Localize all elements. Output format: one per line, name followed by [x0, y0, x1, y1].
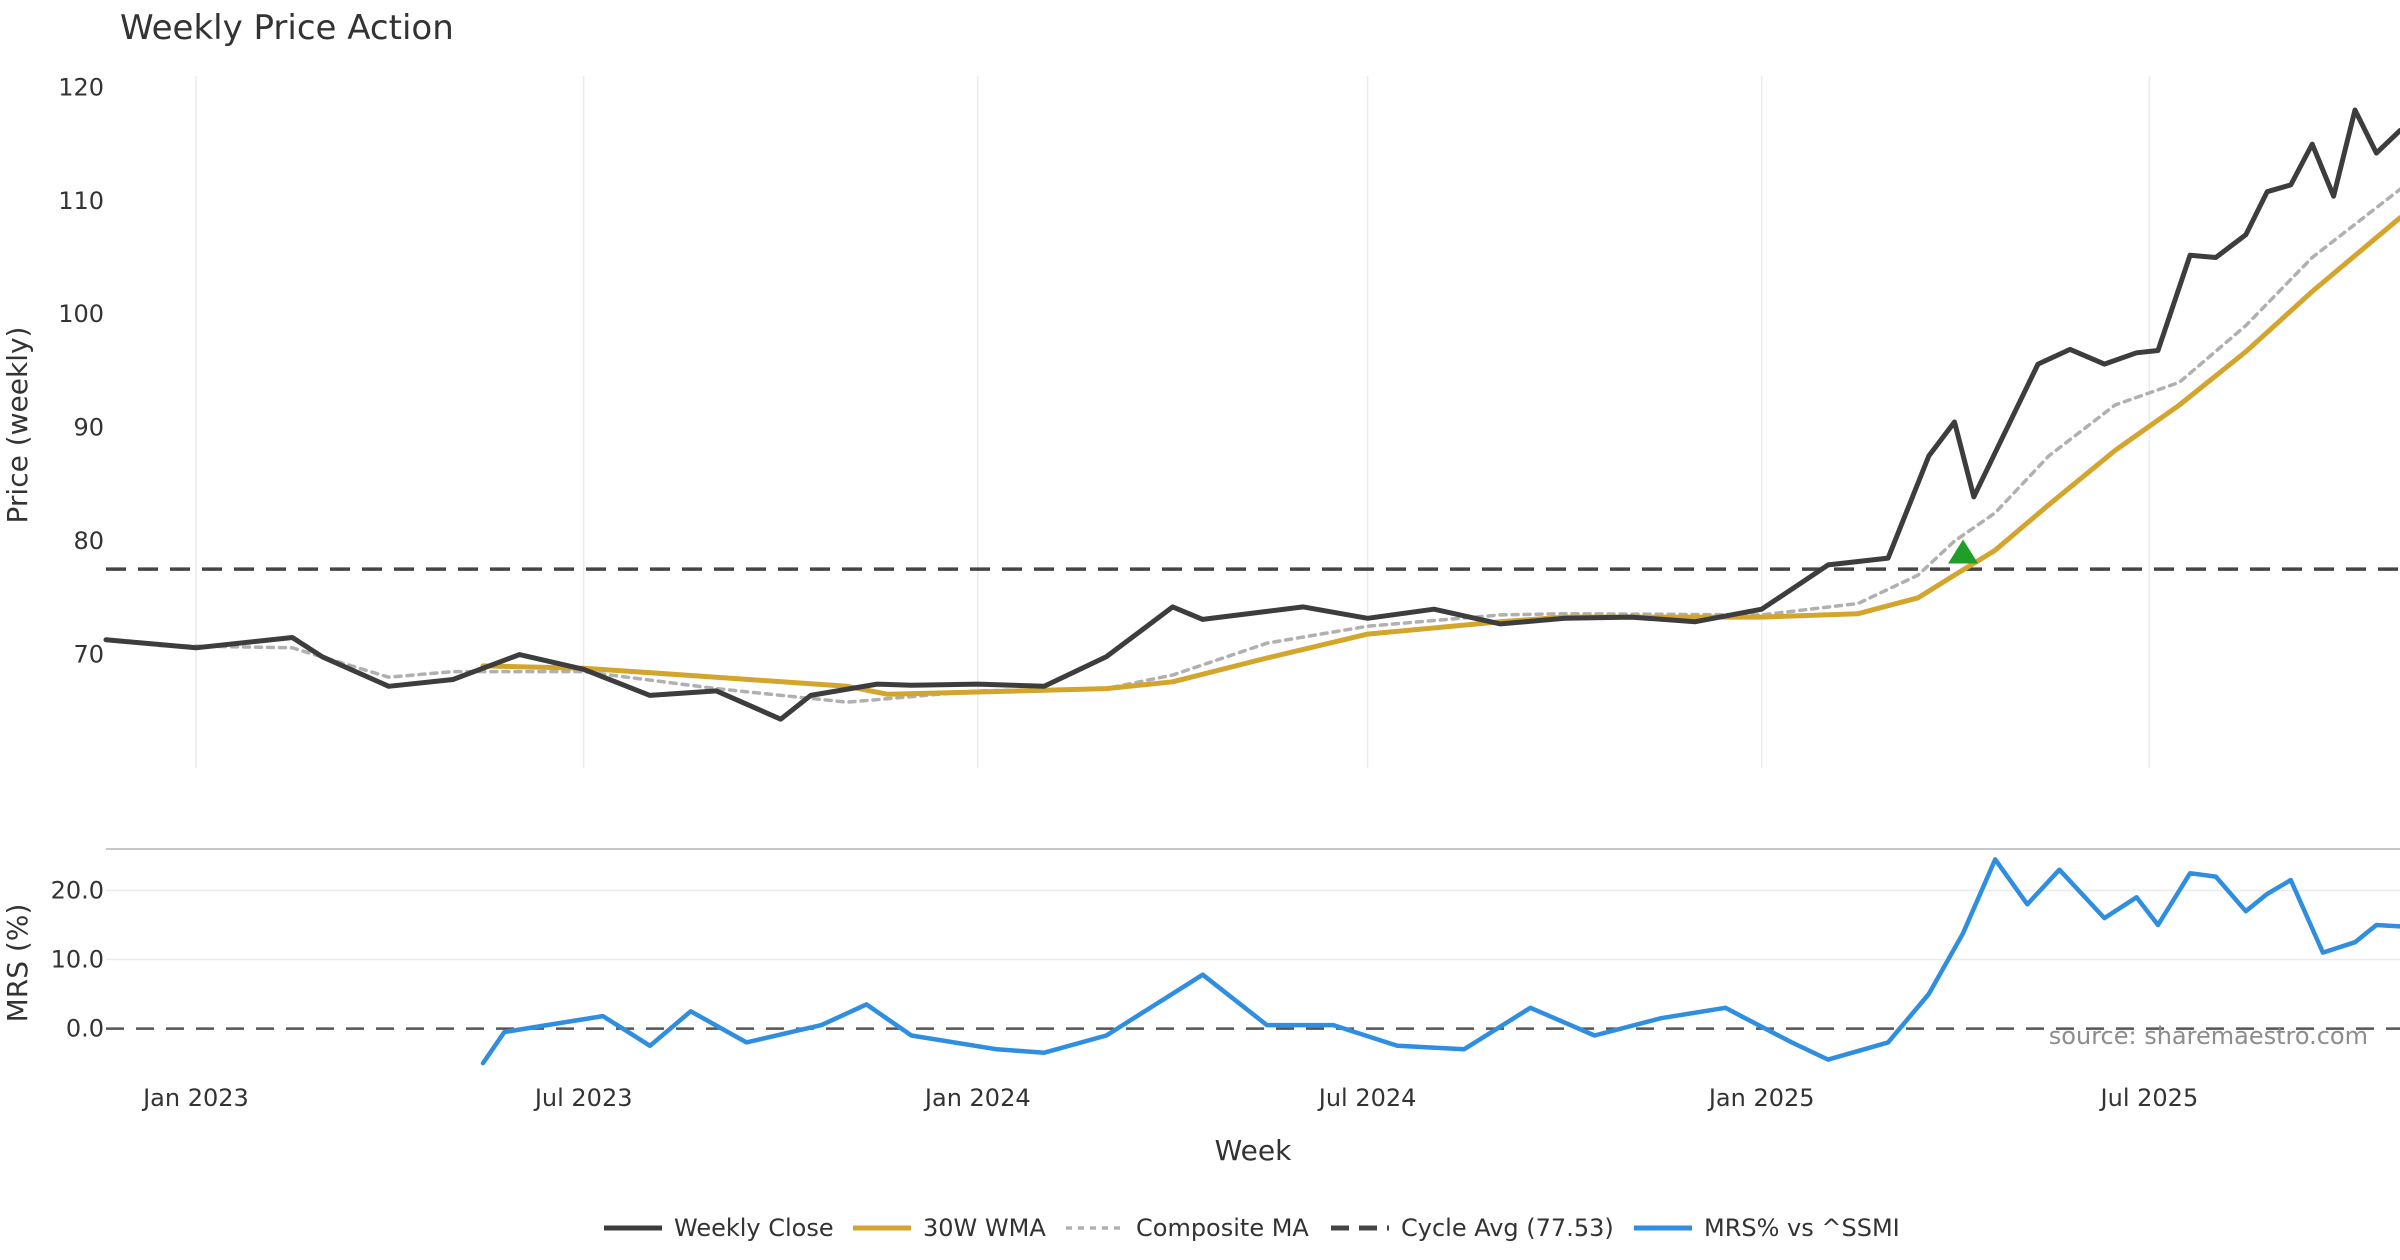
- x-ticks: Jan 2023 Jul 2023 Jan 2024 Jul 2024 Jan 2025…: [141, 1084, 2198, 1112]
- mrs-line: [480, 857, 2400, 1066]
- x-tick-label: Jul 2025: [2099, 1084, 2199, 1112]
- price-y-tick-label: 120: [58, 73, 104, 101]
- x-tick-label: Jul 2023: [533, 1084, 633, 1112]
- price-y-tick-label: 100: [58, 300, 104, 328]
- price-y-tick-label: 70: [73, 641, 104, 669]
- x-tick-label: Jan 2024: [923, 1084, 1031, 1112]
- mrs-y-tick-label: 0.0: [66, 1015, 104, 1043]
- price-y-axis-label: Price (weekly): [1, 327, 34, 524]
- legend: Weekly Close 30W WMA Composite MA Cycle Avg…: [604, 1214, 1900, 1242]
- legend-label: 30W WMA: [923, 1214, 1046, 1242]
- x-tick-label: Jan 2023: [141, 1084, 249, 1112]
- x-tick-label: Jan 2025: [1707, 1084, 1815, 1112]
- legend-label: Weekly Close: [674, 1214, 834, 1242]
- wma-30w-line: [480, 215, 2400, 697]
- x-tick-label: Jul 2024: [1317, 1084, 1417, 1112]
- price-y-tick-label: 110: [58, 187, 104, 215]
- legend-label: MRS% vs ^SSMI: [1704, 1214, 1900, 1242]
- price-y-tick-label: 90: [73, 414, 104, 442]
- price-series: [103, 107, 2400, 722]
- price-y-ticks: 70 80 90 100 110 120: [58, 73, 104, 668]
- mrs-series: [480, 857, 2400, 1066]
- chart-title: Weekly Price Action: [120, 8, 454, 48]
- legend-label: Composite MA: [1136, 1214, 1309, 1242]
- mrs-y-tick-label: 20.0: [51, 876, 104, 904]
- legend-label: Cycle Avg (77.53): [1401, 1214, 1614, 1242]
- weekly-close-line: [103, 107, 2400, 722]
- mrs-y-axis-label: MRS (%): [1, 904, 34, 1023]
- price-y-tick-label: 80: [73, 527, 104, 555]
- source-note: source: sharemaestro.com: [2049, 1022, 2368, 1050]
- mrs-grid: [106, 889, 2400, 1030]
- signal-marker: [1948, 539, 1979, 564]
- x-axis-label: Week: [1215, 1134, 1292, 1167]
- composite-ma-line: [157, 187, 2400, 704]
- price-grid: [195, 76, 2151, 768]
- mrs-y-ticks: 0.0 10.0 20.0: [51, 876, 104, 1042]
- mrs-y-tick-label: 10.0: [51, 946, 104, 974]
